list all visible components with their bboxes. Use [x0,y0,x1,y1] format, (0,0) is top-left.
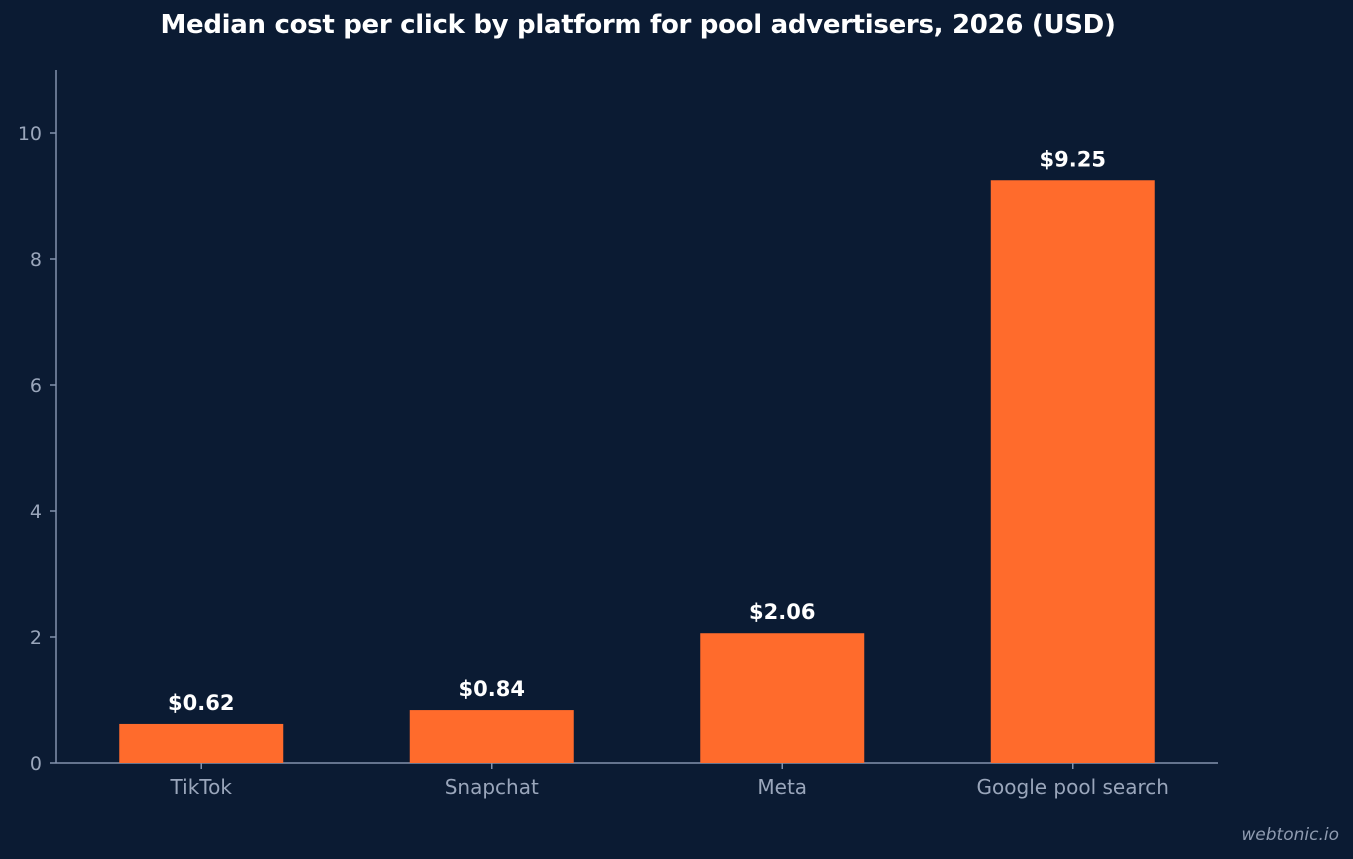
bar [700,633,865,763]
bar [990,180,1155,763]
x-tick-label: TikTok [170,775,233,799]
bars [119,180,1155,763]
x-tick-label: Google pool search [977,775,1169,799]
bar [409,710,574,763]
labels: TikTok $0.62 Snapchat $0.84 Meta $2.06 Google … [168,147,1169,799]
y-tick-label: 10 [18,123,42,145]
y-tick-label: 8 [30,249,42,271]
y-tick-label: 6 [30,375,42,397]
y-tick-label: 0 [30,753,42,775]
data-label: $0.62 [168,691,234,715]
y-tick-label: 4 [30,501,42,523]
data-label: $2.06 [749,600,815,624]
x-tick-label: Meta [757,775,807,799]
chart-title: Median cost per click by platform for po… [160,10,1116,40]
watermark: webtonic.io [1241,825,1339,845]
data-label: $9.25 [1040,147,1106,171]
data-label: $0.84 [459,677,525,701]
bar [119,723,284,763]
y-tick-label: 2 [30,627,42,649]
x-tick-label: Snapchat [445,775,539,799]
